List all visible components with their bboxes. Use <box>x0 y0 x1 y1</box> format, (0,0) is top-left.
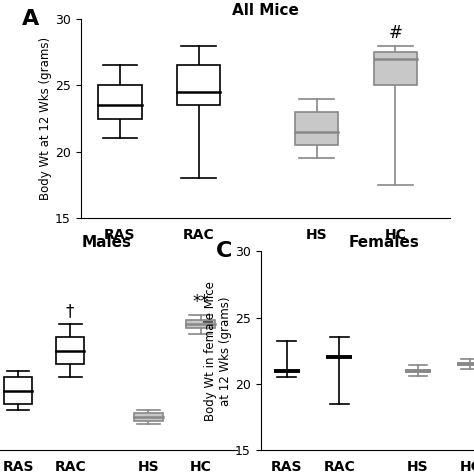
Y-axis label: Body Wt in female Mice
at 12 Wks (grams): Body Wt in female Mice at 12 Wks (grams) <box>204 281 232 421</box>
Bar <box>4 377 32 404</box>
Bar <box>177 65 220 105</box>
Text: A: A <box>21 9 39 29</box>
Title: Females: Females <box>348 235 419 250</box>
Text: †: † <box>66 302 74 320</box>
Text: **: ** <box>192 293 209 311</box>
Bar <box>98 85 142 118</box>
Title: All Mice: All Mice <box>232 3 299 18</box>
Bar <box>56 337 84 364</box>
Text: C: C <box>216 241 233 261</box>
Bar <box>134 413 163 421</box>
Title: Males: Males <box>82 235 132 250</box>
Bar <box>374 52 417 85</box>
Text: #: # <box>388 24 402 42</box>
Bar <box>295 112 338 145</box>
Y-axis label: Body Wt at 12 Wks (grams): Body Wt at 12 Wks (grams) <box>39 37 52 200</box>
Bar <box>186 320 215 328</box>
